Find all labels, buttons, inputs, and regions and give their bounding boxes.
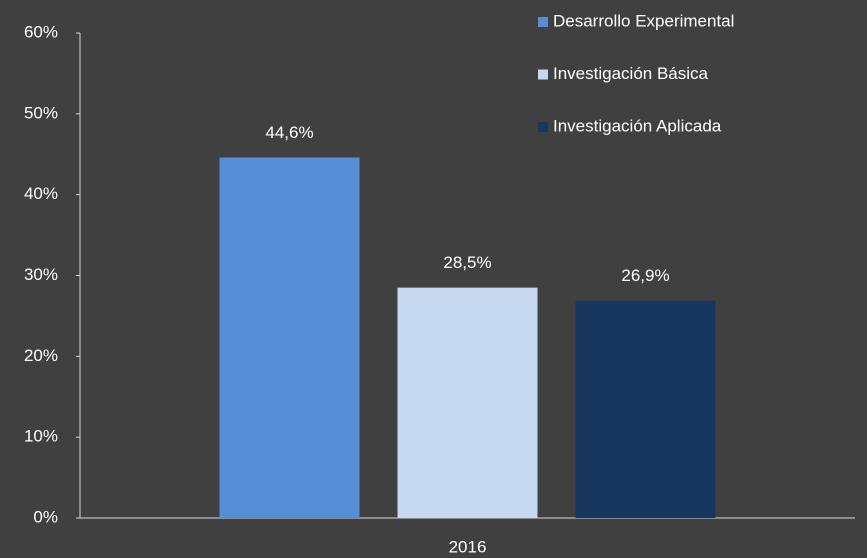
y-tick-label: 40% bbox=[24, 184, 58, 203]
legend-label: Desarrollo Experimental bbox=[553, 11, 734, 30]
legend-swatch bbox=[538, 69, 548, 80]
y-tick-label: 60% bbox=[24, 22, 58, 41]
x-tick-label: 2016 bbox=[449, 537, 487, 556]
y-tick-label: 30% bbox=[24, 265, 58, 284]
legend-swatch bbox=[538, 17, 548, 27]
bar bbox=[219, 157, 360, 518]
bar bbox=[397, 287, 538, 518]
y-tick-label: 20% bbox=[24, 346, 58, 365]
legend-label: Investigación Básica bbox=[553, 64, 709, 83]
data-label: 26,9% bbox=[621, 266, 669, 285]
y-tick-label: 0% bbox=[33, 507, 58, 526]
y-tick-label: 50% bbox=[24, 103, 58, 122]
data-label: 44,6% bbox=[265, 123, 313, 142]
legend-swatch bbox=[538, 122, 548, 132]
data-label: 28,5% bbox=[443, 253, 491, 272]
legend-label: Investigación Aplicada bbox=[553, 116, 722, 135]
bar bbox=[575, 300, 716, 518]
y-tick-label: 10% bbox=[24, 427, 58, 446]
